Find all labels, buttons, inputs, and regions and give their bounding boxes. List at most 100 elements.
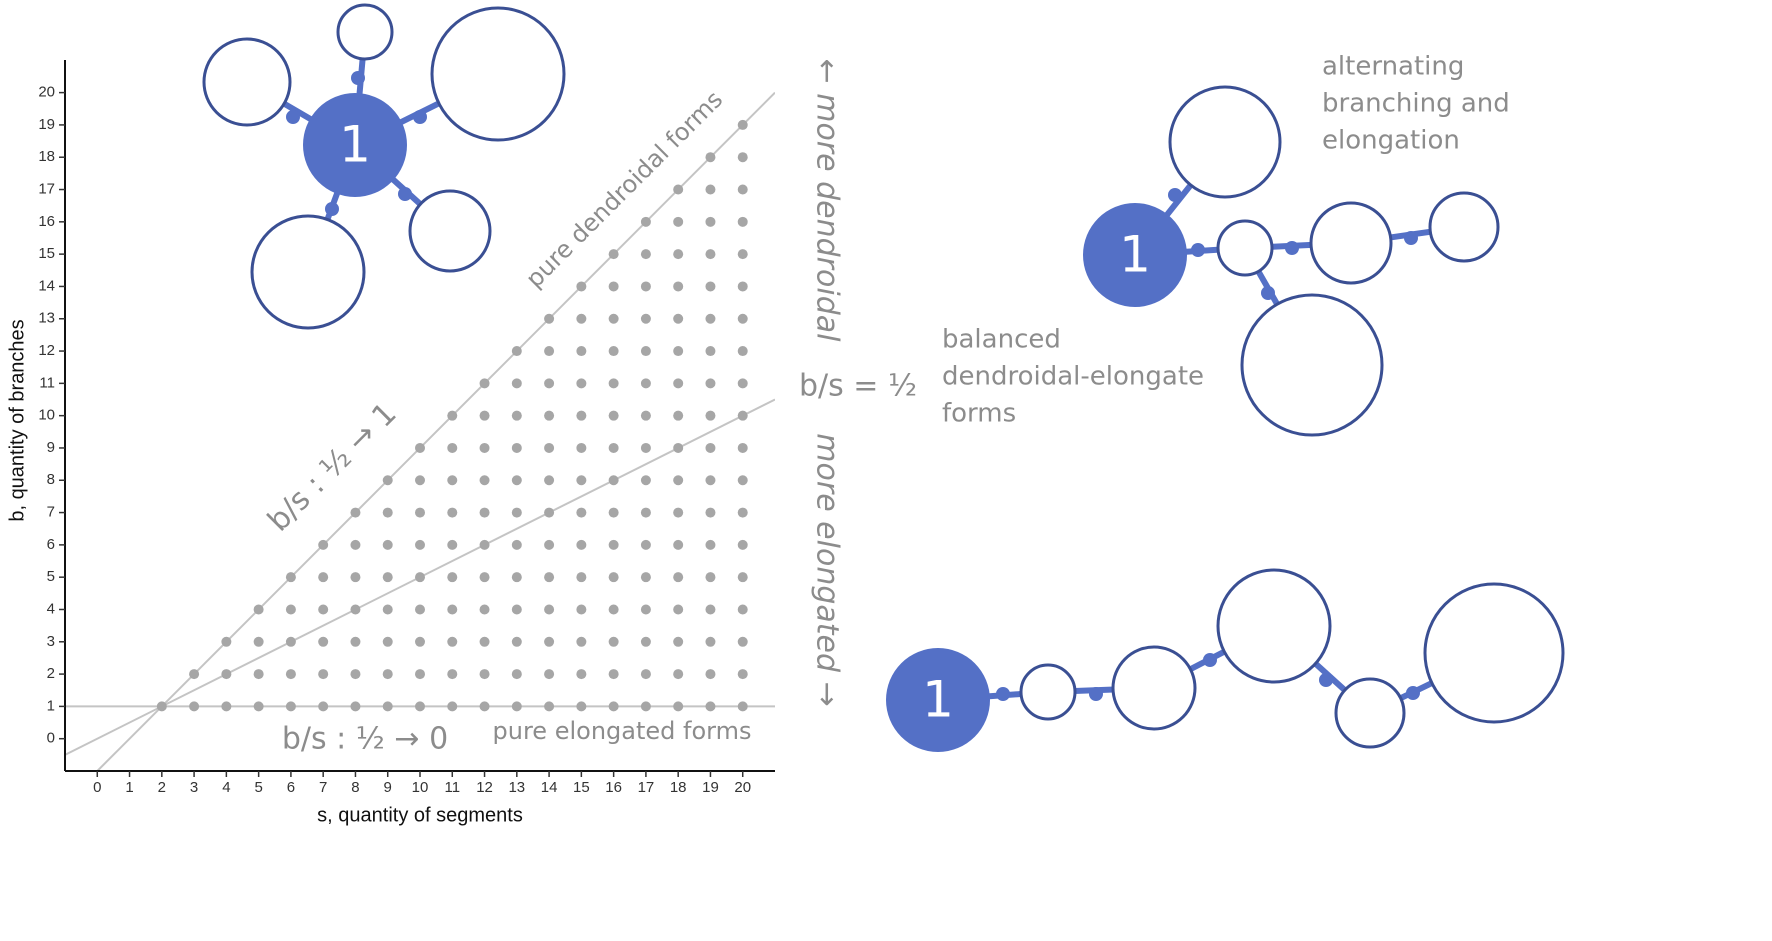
root-segment [303, 93, 407, 197]
point [447, 572, 458, 583]
point [544, 701, 555, 712]
point [576, 572, 587, 583]
segment [1216, 568, 1332, 684]
x-tick-label: 13 [508, 779, 525, 796]
point [737, 442, 748, 453]
form-diagram: 1 [886, 568, 1565, 752]
x-tick-label: 19 [702, 779, 719, 796]
point [415, 636, 425, 647]
point [479, 701, 490, 712]
point [608, 313, 619, 324]
y-tick-label: 12 [38, 342, 55, 359]
point [608, 475, 619, 486]
point [511, 475, 522, 486]
point [705, 410, 716, 421]
point [318, 572, 329, 583]
point [576, 604, 587, 615]
point [608, 281, 619, 292]
point [576, 669, 587, 680]
point [479, 604, 490, 615]
point [737, 216, 748, 227]
form-diagram: 1 [1083, 85, 1500, 437]
segment [1111, 645, 1197, 731]
segment [1168, 85, 1282, 199]
point [608, 378, 619, 389]
point [737, 119, 748, 130]
root-segment [1083, 203, 1187, 307]
annotation: pure elongated forms [493, 717, 752, 745]
joint [1261, 286, 1275, 300]
point [318, 604, 329, 615]
point [156, 701, 167, 712]
point [479, 636, 490, 647]
point [705, 604, 716, 615]
point [415, 604, 425, 615]
point [382, 507, 393, 518]
point [447, 636, 458, 647]
segment [1423, 582, 1565, 724]
x-tick-label: 11 [444, 779, 460, 796]
point [737, 636, 748, 647]
point [640, 281, 651, 292]
x-tick-label: 7 [319, 779, 327, 796]
point [608, 604, 619, 615]
point [382, 701, 393, 712]
point [640, 507, 651, 518]
point [382, 636, 393, 647]
point [415, 475, 425, 486]
segment [408, 189, 492, 273]
joint [1168, 188, 1182, 202]
point [673, 604, 684, 615]
point [318, 701, 329, 712]
point [640, 442, 651, 453]
point [608, 442, 619, 453]
x-tick-label: 5 [254, 779, 262, 796]
annotation: b/s : ½ → 0 [282, 722, 448, 757]
point [511, 636, 522, 647]
point [285, 701, 296, 712]
point [673, 346, 684, 357]
joint [1404, 231, 1418, 245]
point [318, 539, 329, 550]
y-tick-label: 2 [47, 665, 55, 682]
x-tick-label: 17 [638, 779, 655, 796]
y-tick-label: 18 [38, 148, 55, 165]
segment [1334, 677, 1406, 749]
point [640, 249, 651, 260]
segment [1216, 219, 1274, 277]
point [479, 378, 490, 389]
root-label: 1 [922, 671, 954, 729]
point [705, 152, 716, 163]
annotation: elongation [1322, 126, 1460, 156]
joint [1406, 686, 1420, 700]
point [318, 669, 329, 680]
point [576, 475, 587, 486]
point [511, 378, 522, 389]
point [221, 669, 232, 680]
point [447, 410, 458, 421]
point [576, 346, 587, 357]
point [673, 669, 684, 680]
point [447, 669, 458, 680]
point [673, 572, 684, 583]
point [608, 669, 619, 680]
y-tick-label: 10 [38, 407, 55, 424]
joint [996, 687, 1010, 701]
point [221, 701, 232, 712]
point [511, 346, 522, 357]
point [640, 701, 651, 712]
point [544, 346, 555, 357]
point [576, 442, 587, 453]
segment [1309, 201, 1393, 285]
point [415, 442, 425, 453]
y-tick-label: 9 [47, 439, 55, 456]
point [705, 572, 716, 583]
y-tick-label: 19 [38, 116, 55, 133]
point [447, 604, 458, 615]
point [511, 410, 522, 421]
x-tick-label: 6 [287, 779, 295, 796]
point [285, 636, 296, 647]
joint [286, 110, 300, 124]
point [576, 313, 587, 324]
joint [1285, 241, 1299, 255]
